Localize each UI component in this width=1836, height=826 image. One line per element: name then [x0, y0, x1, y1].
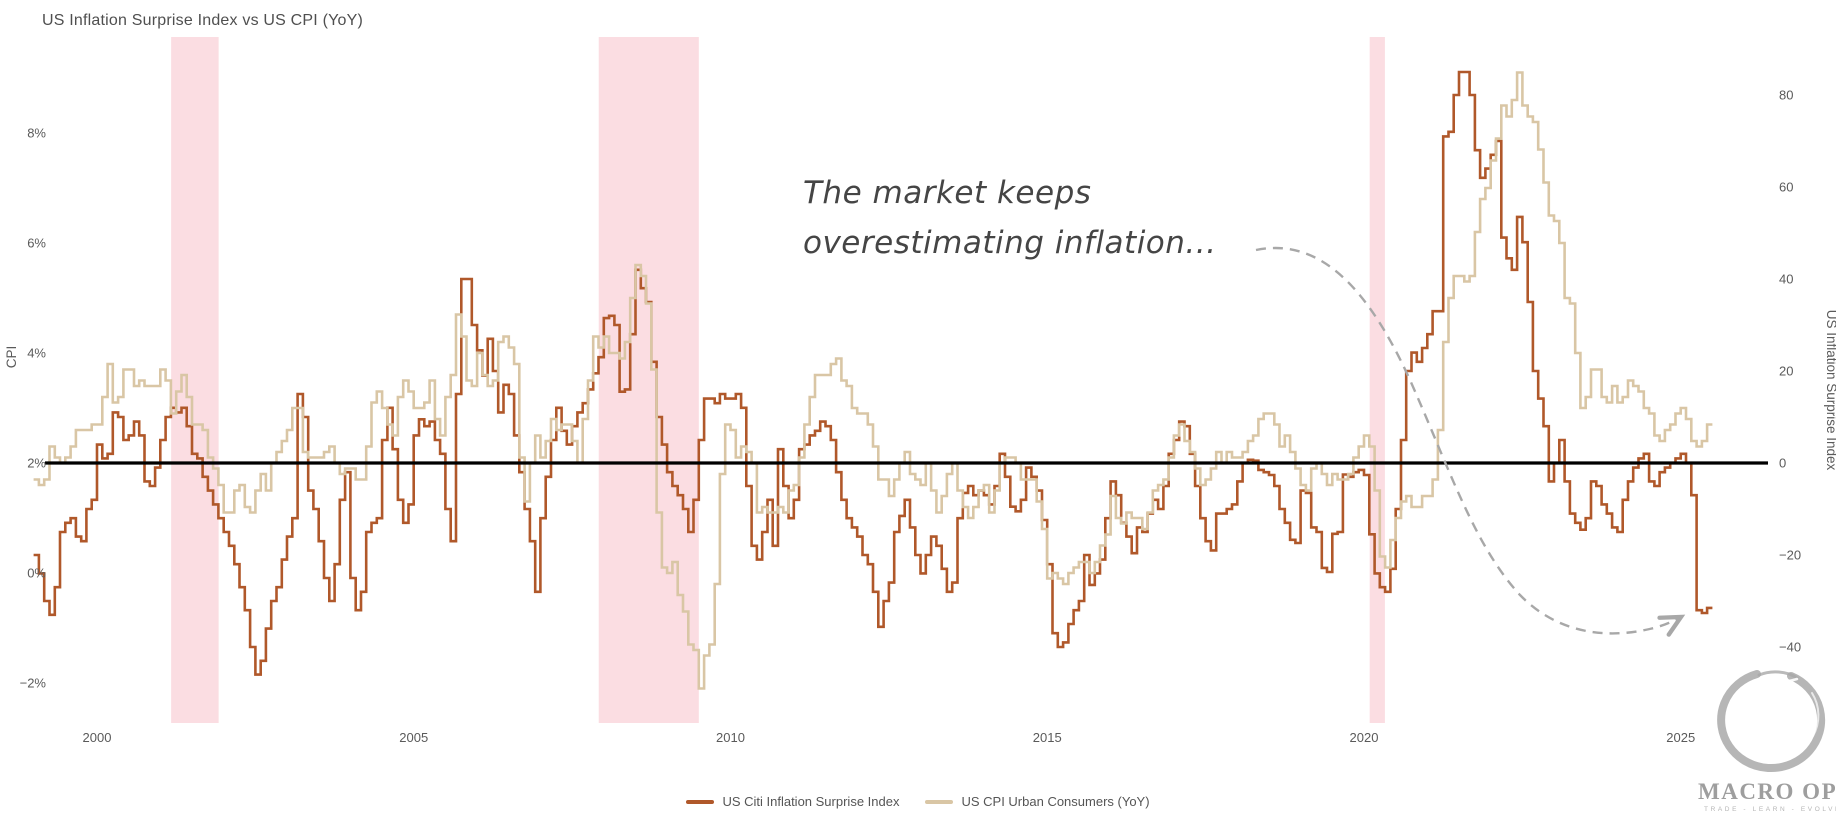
annotation-text: The market keeps overestimating inflatio… — [803, 168, 1217, 268]
right-axis-tick-label: −40 — [1779, 640, 1801, 655]
annotation-line-1: The market keeps — [803, 175, 1092, 211]
left-axis-tick-label: 4% — [27, 346, 46, 361]
right-axis-tick-label: 0 — [1779, 456, 1786, 471]
left-axis-tick-label: 8% — [27, 126, 46, 141]
surprise-index-line — [33, 70, 1713, 676]
x-axis-tick-label: 2025 — [1666, 730, 1695, 745]
legend-item-surprise-index: US Citi Inflation Surprise Index — [686, 794, 899, 809]
recession-band — [1369, 37, 1385, 723]
plot-layers: 8% 6% 4% 2% 0% −2% 80 60 40 20 0 −20 −40 2000 2005 2010… — [4, 37, 1836, 745]
cpi-line-swatch-icon — [925, 799, 954, 804]
right-axis-tick-label: 80 — [1779, 88, 1793, 103]
right-axis-tick-label: 60 — [1779, 180, 1793, 195]
left-axis-title: CPI — [4, 346, 19, 369]
left-axis-tick-label: −2% — [20, 676, 47, 691]
logo-tagline: TRADE - LEARN - EVOLVE — [1704, 806, 1836, 813]
left-axis-tick-label: 0% — [27, 566, 46, 581]
x-axis-tick-label: 2010 — [716, 730, 745, 745]
legend: US Citi Inflation Surprise Index US CPI … — [0, 794, 1836, 809]
legend-item-cpi: US CPI Urban Consumers (YoY) — [925, 794, 1150, 809]
left-axis-tick-label: 6% — [27, 236, 46, 251]
annotation-arrow-icon — [1255, 246, 1686, 637]
right-axis-tick-label: 40 — [1779, 272, 1793, 287]
x-axis-tick-label: 2020 — [1350, 730, 1379, 745]
cpi-line — [33, 71, 1713, 690]
recession-band — [598, 37, 699, 723]
legend-label-cpi: US CPI Urban Consumers (YoY) — [961, 794, 1150, 809]
x-axis-tick-label: 2000 — [83, 730, 112, 745]
annotation-line-2: overestimating inflation... — [803, 225, 1217, 261]
recession-band — [171, 37, 219, 723]
macro-ops-logo: MACRO OPS TRADE - LEARN - EVOLVE — [1698, 668, 1836, 813]
left-axis-tick-label: 2% — [27, 456, 46, 471]
enso-circle-icon — [1717, 670, 1826, 772]
logo-name: MACRO OPS — [1698, 779, 1836, 804]
right-axis-tick-label: 20 — [1779, 364, 1793, 379]
x-axis-tick-label: 2015 — [1033, 730, 1062, 745]
right-axis-tick-label: −20 — [1779, 548, 1801, 563]
legend-label-surprise: US Citi Inflation Surprise Index — [722, 794, 900, 809]
right-axis-title: US Inflation Surprise Index — [1824, 310, 1836, 471]
surprise-line-swatch-icon — [686, 799, 715, 804]
x-axis-tick-label: 2005 — [399, 730, 428, 745]
chart-title: US Inflation Surprise Index vs US CPI (Y… — [42, 12, 364, 29]
